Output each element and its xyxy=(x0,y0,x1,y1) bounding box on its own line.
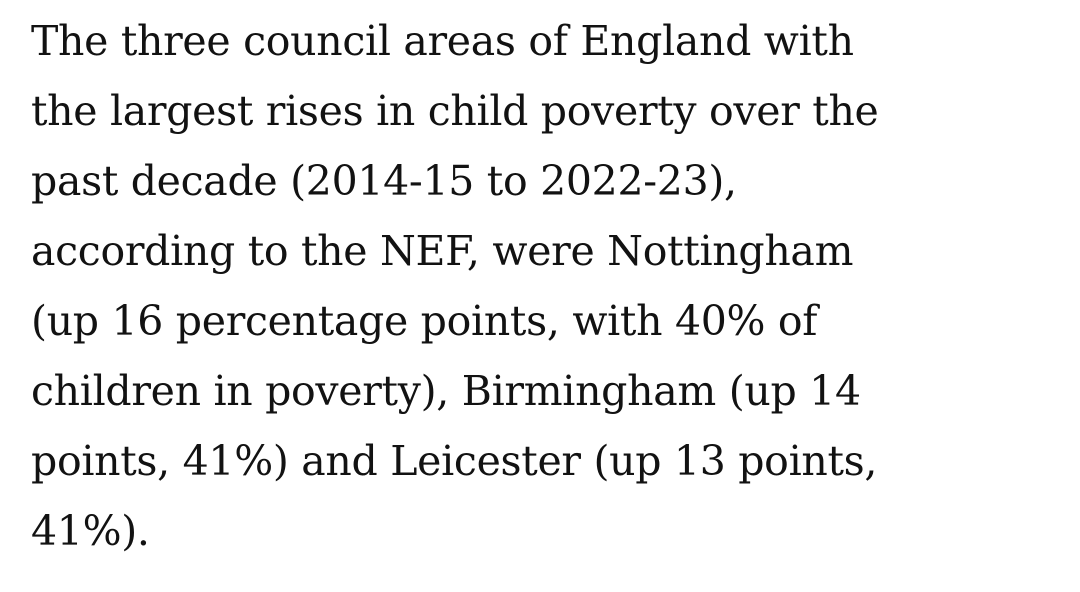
text-line: 41%). xyxy=(31,507,150,555)
text-line: The three council areas of England with xyxy=(31,17,854,65)
paragraph: The three council areas of England with t… xyxy=(31,6,1060,566)
text-line: past decade (2014-15 to 2022-23), xyxy=(31,157,737,205)
text-line: the largest rises in child poverty over … xyxy=(31,87,879,135)
text-line: (up 16 percentage points, with 40% of xyxy=(31,297,818,345)
text-line: according to the NEF, were Nottingham xyxy=(31,227,854,275)
text-line: children in poverty), Birmingham (up 14 xyxy=(31,367,861,415)
text-line: points, 41%) and Leicester (up 13 points… xyxy=(31,437,878,485)
